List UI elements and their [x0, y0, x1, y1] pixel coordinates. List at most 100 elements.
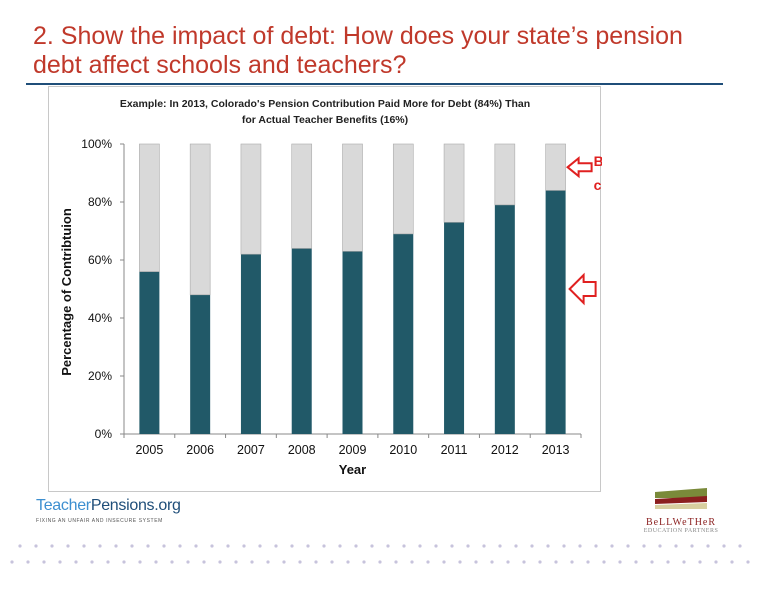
decorative-dot [58, 560, 62, 564]
decorative-dot [74, 560, 78, 564]
y-tick-label: 40% [88, 311, 112, 325]
bar-debt-2008 [291, 248, 312, 434]
decorative-dot [218, 560, 222, 564]
decorative-dot [618, 560, 622, 564]
decorative-dot [426, 560, 430, 564]
logo-text-part1: Teacher [36, 497, 91, 514]
title-divider [26, 83, 723, 85]
decorative-dot [234, 560, 238, 564]
x-tick-label: 2005 [135, 443, 163, 457]
decorative-dot [114, 544, 118, 548]
decorative-dot [226, 544, 230, 548]
decorative-dot [98, 544, 102, 548]
decorative-dot [162, 544, 166, 548]
decorative-dot [266, 560, 270, 564]
decorative-dot [586, 560, 590, 564]
decorative-dot [706, 544, 710, 548]
decorative-dot [714, 560, 718, 564]
decorative-dot [442, 560, 446, 564]
decorative-dot [370, 544, 374, 548]
bellwether-name: BeLLWeTHeR [645, 517, 717, 528]
bar-debt-2005 [139, 271, 160, 434]
decorative-dot [210, 544, 214, 548]
decorative-dot [506, 560, 510, 564]
decorative-dot [82, 544, 86, 548]
x-tick-label: 2008 [288, 443, 316, 457]
decorative-dot [474, 560, 478, 564]
decorative-dot [90, 560, 94, 564]
stacked-bar-chart: Example: In 2013, Colorado's Pension Con… [59, 98, 602, 477]
x-tick-label: 2007 [237, 443, 265, 457]
decorative-dot [170, 560, 174, 564]
decorative-dot [690, 544, 694, 548]
x-axis-label: Year [339, 462, 366, 477]
decorative-dot [146, 544, 150, 548]
y-tick-label: 20% [88, 369, 112, 383]
bar-benefit-2008 [291, 143, 313, 249]
decorative-dot-border [10, 544, 750, 564]
chart-title-line: for Actual Teacher Benefits (16%) [242, 114, 408, 126]
decorative-dot [594, 544, 598, 548]
x-tick-label: 2009 [339, 443, 367, 457]
decorative-dot [482, 544, 486, 548]
decorative-dot [338, 544, 342, 548]
decorative-dot [490, 560, 494, 564]
decorative-dot [242, 544, 246, 548]
x-tick-label: 2013 [542, 443, 570, 457]
decorative-dot [418, 544, 422, 548]
decorative-dot [362, 560, 366, 564]
decorative-dot [626, 544, 630, 548]
decorative-dot [722, 544, 726, 548]
bellwether-flag-icon [655, 488, 707, 509]
decorative-dot [634, 560, 638, 564]
bar-benefit-2013 [545, 143, 566, 191]
benefit-costs-annotation: costs [594, 177, 602, 193]
chart-frame: Example: In 2013, Colorado's Pension Con… [48, 86, 602, 492]
y-tick-label: 0% [95, 427, 113, 441]
decorative-dot [746, 560, 750, 564]
decorative-dot [34, 544, 38, 548]
bar-debt-2013 [545, 190, 566, 434]
decorative-dot [258, 544, 262, 548]
decorative-dot [42, 560, 46, 564]
bar-debt-2011 [444, 222, 465, 434]
decorative-dot [682, 560, 686, 564]
decorative-dot [666, 560, 670, 564]
bar-debt-2012 [494, 204, 515, 434]
decorative-dot [498, 544, 502, 548]
decorative-dot [298, 560, 302, 564]
y-tick-label: 60% [88, 253, 112, 267]
decorative-dot [130, 544, 134, 548]
x-tick-label: 2006 [186, 443, 214, 457]
decorative-dot [50, 544, 54, 548]
x-tick-label: 2010 [389, 443, 417, 457]
decorative-dot [610, 544, 614, 548]
decorative-dot [378, 560, 382, 564]
x-tick-label: 2011 [441, 443, 468, 457]
decorative-dot [530, 544, 534, 548]
decorative-dot [154, 560, 158, 564]
bar-benefit-2011 [443, 143, 465, 223]
decorative-dot [570, 560, 574, 564]
decorative-dot [290, 544, 294, 548]
decorative-dot [178, 544, 182, 548]
decorative-dot [10, 560, 14, 564]
decorative-dot [562, 544, 566, 548]
decorative-dot [522, 560, 526, 564]
decorative-dot [18, 544, 22, 548]
decorative-dot [322, 544, 326, 548]
bar-benefit-2005 [139, 143, 160, 272]
decorative-dot [122, 560, 126, 564]
decorative-dot [738, 544, 742, 548]
bar-debt-2010 [393, 233, 414, 434]
decorative-dot [274, 544, 278, 548]
chart-title-line: Example: In 2013, Colorado's Pension Con… [120, 98, 530, 110]
decorative-dot [466, 544, 470, 548]
bar-benefit-2006 [189, 143, 211, 296]
decorative-dot [106, 560, 110, 564]
bar-benefit-2012 [494, 143, 516, 206]
x-tick-label: 2012 [491, 443, 519, 457]
bar-debt-2009 [342, 251, 363, 434]
decorative-dot [66, 544, 70, 548]
decorative-dot [674, 544, 678, 548]
